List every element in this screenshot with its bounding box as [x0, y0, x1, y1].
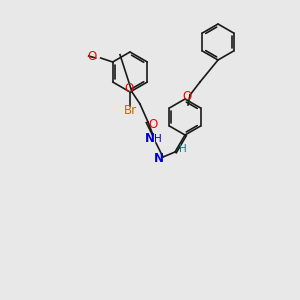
Text: N: N [154, 152, 164, 164]
Text: H: H [154, 134, 162, 144]
Text: O: O [87, 50, 96, 62]
Text: O: O [124, 82, 134, 95]
Text: Br: Br [123, 104, 136, 118]
Text: O: O [182, 89, 192, 103]
Text: H: H [179, 144, 187, 154]
Text: methoxy: methoxy [68, 53, 92, 58]
Text: N: N [145, 133, 155, 146]
Text: O: O [148, 118, 158, 131]
